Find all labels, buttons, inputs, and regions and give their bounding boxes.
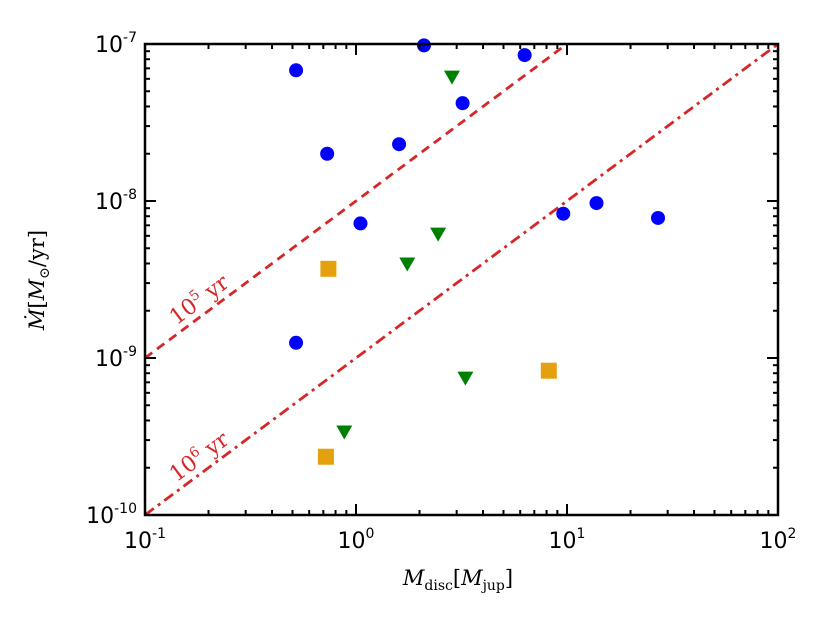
x-tick-label: 100 xyxy=(338,526,375,554)
point-circles xyxy=(651,210,666,225)
y-axis-label-open: [ xyxy=(25,300,49,308)
reference-line-1e5-yr xyxy=(145,44,570,360)
point-circles xyxy=(289,63,304,78)
point-circles xyxy=(392,137,407,152)
point-squares xyxy=(540,362,557,379)
y-axis-label-main: Ṁ xyxy=(25,308,49,331)
x-axis-label-sub: disc xyxy=(424,578,453,594)
y-axis-label-close: ] xyxy=(25,230,49,238)
point-triangles xyxy=(443,70,460,85)
point-circles xyxy=(353,216,368,231)
tick-labels: 10-1 100 101 102 10-10 10-9 10-8 10-7 xyxy=(86,30,796,554)
ticks xyxy=(144,43,779,516)
plot-frame xyxy=(143,42,780,517)
reference-line-1e6-yr xyxy=(145,44,778,515)
y-tick-label: 10-9 xyxy=(95,344,137,372)
y-tick-label: 10-10 xyxy=(86,501,137,529)
x-axis-label-open: [ xyxy=(453,566,461,590)
point-triangles xyxy=(430,227,447,242)
point-squares xyxy=(320,260,337,277)
x-tick-label: 102 xyxy=(760,526,797,554)
x-tick-label: 101 xyxy=(549,526,586,554)
y-axis-label: Ṁ[M⊙/yr] xyxy=(25,230,53,331)
y-axis-label-inner: M xyxy=(25,278,49,301)
x-tick-label: 10-1 xyxy=(124,526,166,554)
point-triangles xyxy=(457,371,474,386)
point-circles xyxy=(320,146,335,161)
y-axis-label-unit: /yr xyxy=(25,237,49,267)
point-circles xyxy=(556,206,571,221)
y-axis-label-inner-sub: ⊙ xyxy=(37,267,53,279)
point-circles xyxy=(589,196,604,211)
y-tick-label: 10-8 xyxy=(95,187,137,215)
reference-lines xyxy=(145,44,778,515)
point-circles xyxy=(455,96,470,111)
data-points xyxy=(289,38,666,465)
point-squares xyxy=(317,448,334,465)
x-axis-label-main: M xyxy=(402,566,425,590)
x-axis-label: Mdisc[Mjup] xyxy=(402,566,513,594)
point-circles xyxy=(517,48,532,63)
y-tick-label: 10-7 xyxy=(95,30,137,58)
point-triangles xyxy=(336,425,353,440)
point-triangles xyxy=(399,257,416,272)
x-axis-label-inner: M xyxy=(460,566,483,590)
point-circles xyxy=(289,335,304,350)
x-axis-label-close: ] xyxy=(505,566,513,590)
x-axis-label-inner-sub: jup xyxy=(481,578,505,594)
